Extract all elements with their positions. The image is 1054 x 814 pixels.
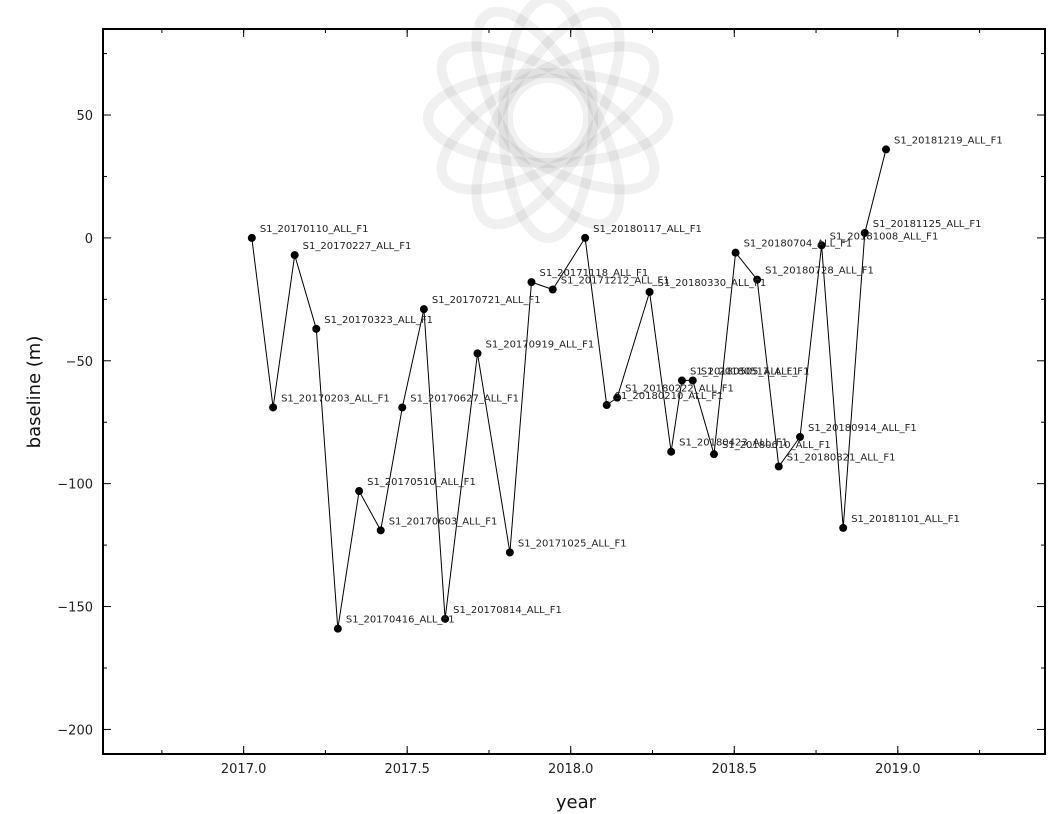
point-label: S1_20171025_ALL_F1 [518, 538, 627, 549]
data-point [839, 523, 848, 532]
point-label: S1_20181008_ALL_F1 [830, 231, 939, 242]
point-label: S1_20180821_ALL_F1 [787, 452, 896, 463]
acquisition-labels: S1_20170110_ALL_F1 S1_20170203_ALL_F1 S1_2… [260, 135, 1003, 625]
point-label: S1_20170227_ALL_F1 [303, 241, 412, 252]
point-label: S1_20170416_ALL_F1 [346, 615, 455, 626]
point-label: S1_20170203_ALL_F1 [281, 393, 390, 404]
point-label: S1_20170110_ALL_F1 [260, 224, 369, 235]
data-point [709, 450, 718, 459]
data-point [645, 287, 654, 296]
y-tick-label: −50 [66, 355, 93, 370]
point-label: S1_20170721_ALL_F1 [432, 295, 541, 306]
data-point [473, 349, 482, 358]
data-point [860, 228, 869, 237]
data-point [602, 401, 611, 410]
point-label: S1_20180330_ALL_F1 [658, 278, 767, 289]
point-label: S1_20181219_ALL_F1 [894, 135, 1003, 146]
point-label: S1_20170323_ALL_F1 [324, 315, 433, 326]
point-label: S1_20180505_ALL_F1 [690, 366, 799, 377]
data-point [419, 305, 428, 314]
baseline-polyline [251, 149, 887, 629]
plot-frame [102, 28, 1046, 755]
data-point [312, 324, 321, 333]
point-label: S1_20180728_ALL_F1 [765, 266, 874, 277]
data-point [688, 376, 697, 385]
point-label: S1_20181125_ALL_F1 [873, 219, 982, 230]
point-label: S1_20180517_ALL_F1 [701, 366, 810, 377]
point-label: S1_20171118_ALL_F1 [539, 268, 648, 279]
point-label: S1_20180117_ALL_F1 [593, 224, 702, 235]
point-label: S1_20170919_ALL_F1 [486, 339, 595, 350]
point-label: S1_20181101_ALL_F1 [851, 514, 960, 525]
data-point [753, 275, 762, 284]
y-axis-title: baseline (m) [24, 336, 45, 449]
x-tick-label: 2018.0 [548, 762, 594, 777]
y-tick-label: −200 [57, 723, 93, 738]
data-point [882, 145, 891, 154]
data-point [774, 462, 783, 471]
data-point [333, 624, 342, 633]
point-label: S1_20180423_ALL_F1 [679, 438, 788, 449]
baseline-series-points [247, 145, 891, 633]
y-tick-label: 50 [76, 109, 93, 124]
point-label: S1_20170603_ALL_F1 [389, 516, 498, 527]
point-label: S1_20180914_ALL_F1 [808, 423, 917, 434]
data-point [731, 248, 740, 257]
data-point [247, 233, 256, 242]
data-point [355, 487, 364, 496]
data-point [505, 548, 514, 557]
data-point [548, 285, 557, 294]
data-point [527, 278, 536, 287]
data-point [613, 393, 622, 402]
data-point [796, 432, 805, 441]
x-tick-label: 2018.5 [712, 762, 758, 777]
point-label: S1_20171212_ALL_F1 [561, 276, 670, 287]
point-label: S1_20170627_ALL_F1 [410, 393, 519, 404]
data-point [376, 526, 385, 535]
y-axis: 50 0 −50 −100 −150 −200 [57, 53, 1045, 738]
data-point [441, 614, 450, 623]
y-tick-label: 0 [85, 232, 93, 247]
x-tick-label: 2019.0 [875, 762, 921, 777]
data-point [398, 403, 407, 412]
baseline-series-line [251, 149, 887, 629]
point-label: S1_20180210_ALL_F1 [615, 391, 724, 402]
x-axis: 2017.0 2017.5 2018.0 2018.5 2019.0 [161, 29, 981, 777]
y-tick-label: −100 [57, 478, 93, 493]
point-label: S1_20180610_ALL_F1 [722, 440, 831, 451]
point-label: S1_20180222_ALL_F1 [625, 384, 734, 395]
y-tick-label: −150 [57, 601, 93, 616]
data-point [581, 233, 590, 242]
x-axis-title: year [556, 792, 597, 813]
data-point [269, 403, 278, 412]
point-label: S1_20170814_ALL_F1 [453, 605, 562, 616]
data-point [290, 251, 299, 260]
data-point [817, 241, 826, 250]
data-point [667, 447, 676, 456]
data-point [677, 376, 686, 385]
x-tick-label: 2017.0 [221, 762, 267, 777]
x-tick-label: 2017.5 [384, 762, 430, 777]
watermark-rosette [423, 0, 673, 243]
point-label: S1_20180704_ALL_F1 [744, 239, 853, 250]
point-label: S1_20170510_ALL_F1 [367, 477, 476, 488]
